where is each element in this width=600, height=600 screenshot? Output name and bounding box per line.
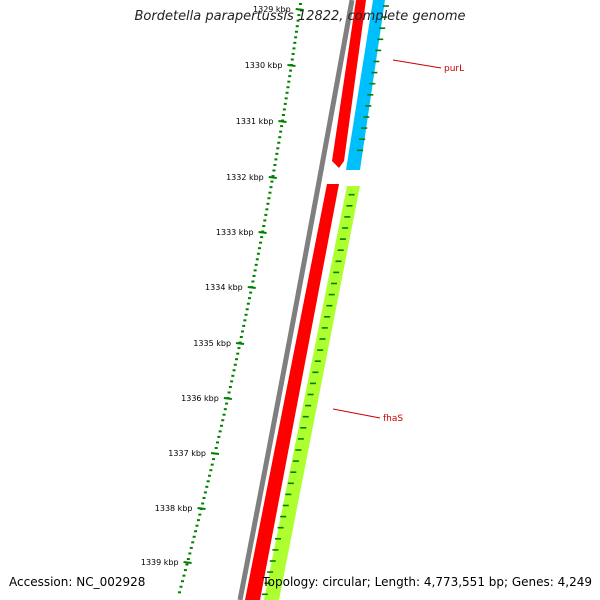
ruler-tick: [278, 120, 287, 123]
gene-callout-line: [392, 59, 442, 69]
ruler-tick-label: 1331 kbp: [236, 117, 274, 126]
ruler-tick-label: 1329 kbp: [253, 5, 291, 14]
cds-track-lower: [245, 184, 339, 600]
accession-text: Accession: NC_002928: [9, 575, 146, 589]
ruler-tick-label: 1332 kbp: [226, 173, 264, 182]
ruler-tick-label: 1338 kbp: [155, 504, 193, 513]
ruler-tick-label: 1336 kbp: [181, 394, 219, 403]
gene-label-fhaS: fhaS: [383, 414, 403, 424]
gene-callouts: purL fhaS: [332, 59, 464, 424]
ruler-tick: [258, 231, 267, 234]
ruler-tick: [287, 64, 296, 67]
ruler-tick: [235, 342, 245, 345]
ruler-major-ticks: [183, 8, 304, 564]
ruler-tick-label: 1334 kbp: [205, 283, 243, 292]
ruler-tick-label: 1333 kbp: [216, 228, 254, 237]
ruler-tick: [197, 507, 206, 510]
ruler-tick-label: 1339 kbp: [141, 558, 179, 567]
gene-callout-line: [332, 408, 381, 419]
ruler-tick: [295, 8, 304, 11]
ruler-tick: [210, 452, 220, 455]
genome-stats-text: Topology: circular; Length: 4,773,551 bp…: [262, 575, 592, 589]
cds-track-upper: [332, 0, 366, 168]
purL-gene-block: [346, 0, 385, 170]
ruler-tick: [223, 397, 232, 400]
map-title: Bordetella parapertussis 12822, complete…: [134, 9, 466, 24]
ruler-tick-label: 1335 kbp: [193, 339, 231, 348]
genome-backbone: [237, 0, 355, 600]
ruler-labels: 1329 kbp 1330 kbp 1331 kbp 1332 kbp 1333 kbp…: [141, 5, 291, 567]
fhaS-gene-block: [264, 186, 360, 600]
ruler-tick-label: 1330 kbp: [245, 61, 283, 70]
ruler-tick-label: 1337 kbp: [168, 449, 206, 458]
ruler-tick: [268, 176, 277, 179]
ruler-tick: [247, 286, 256, 289]
gene-label-purL: purL: [444, 64, 464, 74]
ruler-tick: [183, 561, 192, 564]
inner-track-ticks: [261, 5, 389, 596]
